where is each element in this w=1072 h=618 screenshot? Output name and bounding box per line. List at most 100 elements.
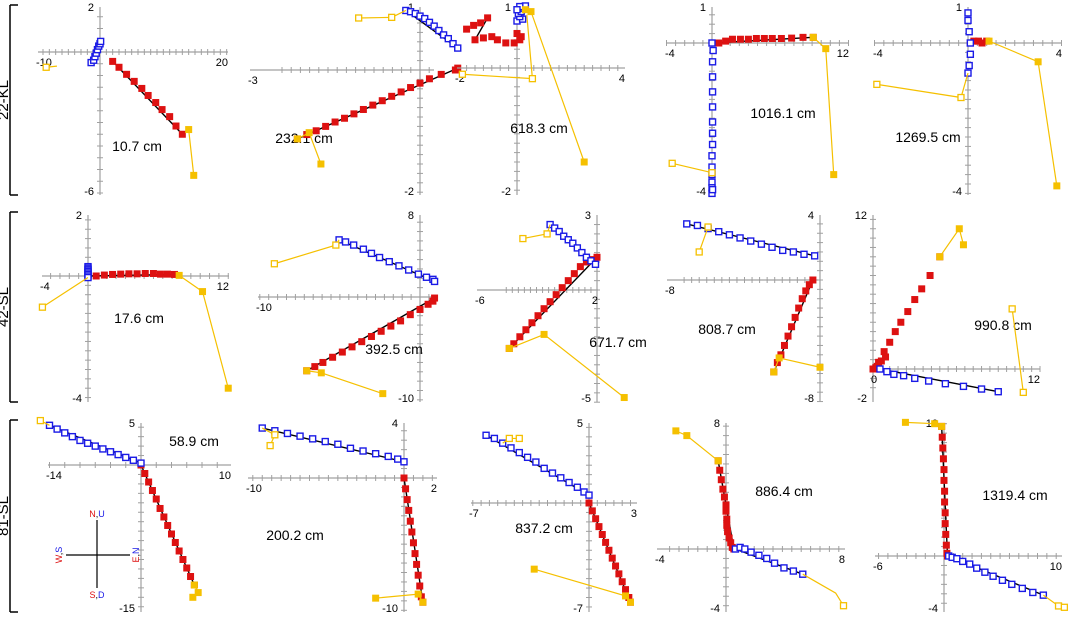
vertical-point	[430, 277, 439, 286]
demag-point-open	[957, 93, 965, 102]
horizontal-point	[897, 318, 905, 326]
demag-point-filled	[379, 390, 387, 398]
vertical-point	[736, 234, 744, 242]
horizontal-point	[809, 276, 817, 284]
vertical-point	[708, 73, 717, 81]
tick-label-left: -10	[246, 483, 262, 495]
vertical-point	[76, 436, 84, 445]
vertical-point	[515, 448, 523, 457]
horizontal-point	[387, 322, 395, 330]
demag-point-filled	[317, 369, 325, 377]
depth-label: 1016.1 cm	[750, 105, 815, 121]
vertical-point	[122, 453, 130, 462]
horizontal-point	[141, 470, 149, 478]
demag-point-filled	[317, 160, 325, 168]
demag-point-filled	[822, 45, 830, 53]
compass-north: N,U	[89, 509, 105, 519]
vertical-point	[569, 239, 577, 247]
vertical-point	[876, 365, 884, 373]
vertical-point	[114, 450, 122, 459]
depth-label: 392.5 cm	[365, 341, 423, 357]
horizontal-point	[941, 509, 949, 517]
vertical-point	[708, 152, 716, 160]
demag-point-filled	[816, 363, 824, 371]
tick-label-bottom: -10	[398, 393, 414, 405]
vertical-point	[414, 270, 423, 278]
horizontal-point	[378, 97, 386, 105]
vertical-point	[573, 483, 582, 491]
vertical-point	[99, 445, 107, 453]
tick-label-right: 4	[619, 73, 625, 85]
tick-label-left: -8	[665, 285, 675, 297]
demag-path-filled	[525, 9, 585, 163]
vertical-point	[883, 367, 891, 376]
depth-label: 58.9 cm	[169, 433, 219, 449]
panel-4: -4 12 1 -4 1016.1 cm	[665, 2, 849, 198]
tick-label-left: -2	[455, 73, 465, 85]
row-bracket-22-kl: 22-KL	[0, 4, 18, 196]
panel-10: 0 12 12 -2 990.8 cm	[855, 210, 1041, 405]
horizontal-point	[148, 487, 156, 495]
vertical-point	[941, 379, 950, 388]
demag-point-filled	[189, 593, 197, 601]
demag-point-filled	[775, 354, 783, 362]
horizontal-point	[400, 474, 408, 482]
horizontal-point	[886, 338, 894, 346]
vertical-point	[91, 442, 99, 450]
demag-point-filled	[809, 33, 817, 41]
horizontal-point	[719, 485, 727, 493]
vertical-point	[359, 447, 367, 455]
horizontal-point	[540, 305, 548, 313]
vertical-point	[810, 252, 819, 260]
demag-point-filled	[959, 241, 967, 249]
vertical-point	[708, 185, 717, 194]
vertical-point	[959, 382, 968, 391]
horizontal-point	[585, 499, 593, 507]
demag-point-filled	[199, 288, 207, 296]
demag-path-open	[802, 573, 845, 607]
horizontal-point	[546, 298, 554, 306]
horizontal-point	[179, 556, 187, 563]
demag-path-open	[1011, 308, 1024, 393]
vertical-point	[1029, 588, 1037, 597]
horizontal-point	[405, 506, 413, 514]
horizontal-point	[406, 311, 414, 319]
horizontal-point	[322, 122, 330, 130]
tick-label-bottom: -4	[952, 186, 962, 198]
vertical-point	[959, 557, 967, 566]
vertical-point	[53, 425, 61, 433]
demag-point-filled	[1053, 182, 1061, 190]
vertical-point	[715, 227, 723, 236]
demag-point-open	[270, 260, 279, 268]
vertical-point	[763, 554, 771, 563]
panel-14: -4 8 8 -4 886.4 cm	[655, 418, 848, 615]
demag-path-open	[672, 162, 713, 174]
vertical-point	[741, 545, 749, 553]
vertical-point	[747, 237, 755, 245]
tick-label-right: 8	[839, 554, 845, 566]
horizontal-point	[164, 521, 172, 529]
horizontal-point	[171, 538, 179, 546]
panel-7: -10 8 -10 392.5 cm	[256, 210, 439, 405]
vertical-point	[384, 452, 392, 461]
vertical-point	[106, 448, 115, 456]
horizontal-point	[413, 560, 421, 568]
horizontal-point	[799, 33, 807, 41]
demag-point-filled	[985, 37, 993, 45]
horizontal-point	[187, 573, 195, 581]
demag-point-filled	[936, 253, 944, 261]
vertical-point	[341, 238, 350, 246]
demag-point-filled	[901, 418, 909, 426]
horizontal-point	[941, 487, 949, 495]
vertical-point	[555, 227, 563, 236]
tick-label-bottom: -5	[581, 393, 591, 405]
demag-point-filled	[190, 581, 198, 589]
horizontal-point	[939, 455, 947, 463]
tick-label-left: -14	[46, 470, 62, 482]
horizontal-point	[358, 338, 366, 346]
demag-point-filled	[931, 420, 939, 428]
vertical-point	[395, 262, 403, 270]
demag-point-filled	[303, 367, 311, 375]
demag-point-filled	[224, 384, 232, 392]
